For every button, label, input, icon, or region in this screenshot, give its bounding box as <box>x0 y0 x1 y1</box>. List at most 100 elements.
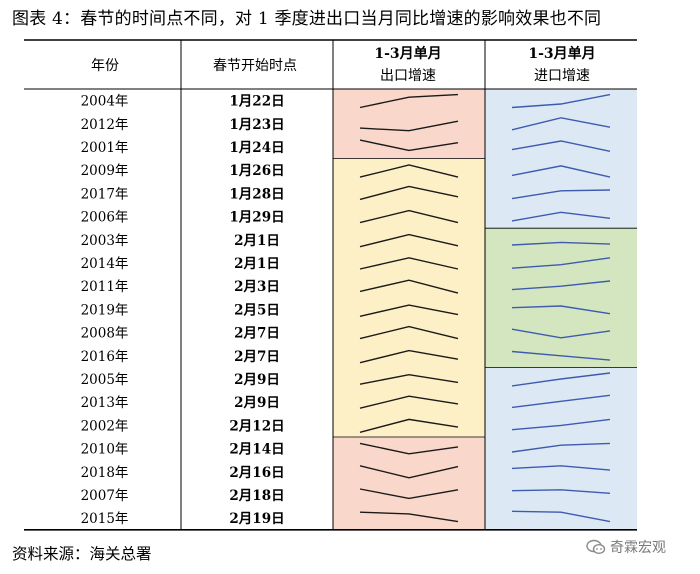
table-row: 2012年 1月23日 <box>81 117 285 133</box>
table-row: 2010年 2月14日 <box>81 442 285 458</box>
import-group-shade-2 <box>485 367 637 530</box>
export-sparkline-8 <box>359 279 459 294</box>
export-sparkline-9 <box>359 304 459 317</box>
row-year: 2006年 <box>81 210 129 226</box>
row-year: 2014年 <box>81 256 129 272</box>
import-sparkline-2 <box>511 140 611 152</box>
export-sparkline-1 <box>359 120 459 132</box>
row-year: 2016年 <box>81 349 129 365</box>
group-shading-layer <box>333 89 637 530</box>
row-date: 2月7日 <box>234 349 280 365</box>
header-date: 春节开始时点 <box>213 58 297 74</box>
export-group-shade-1 <box>333 158 485 437</box>
import-sparkline-12 <box>511 372 611 387</box>
table-row: 2006年 1月29日 <box>81 210 285 226</box>
table-row: 2003年 2月1日 <box>81 233 280 249</box>
table-row: 2005年 2月9日 <box>81 372 280 388</box>
export-sparkline-2 <box>359 139 459 152</box>
watermark: 奇霖宏观 <box>586 537 666 557</box>
table-row: 2011年 2月3日 <box>81 279 280 295</box>
row-date: 1月28日 <box>229 186 284 202</box>
import-sparkline-4 <box>511 189 611 200</box>
import-sparkline-3 <box>511 165 611 178</box>
import-sparkline-13 <box>511 394 611 409</box>
import-group-shade-0 <box>485 89 637 229</box>
row-year: 2010年 <box>81 442 129 458</box>
export-sparkline-17 <box>359 488 459 500</box>
row-date: 2月12日 <box>229 418 284 434</box>
import-sparkline-17 <box>511 489 611 494</box>
row-year: 2004年 <box>81 94 129 110</box>
import-sparkline-10 <box>511 328 611 339</box>
table-row: 2009年 1月26日 <box>81 163 285 179</box>
header-export-line2: 出口增速 <box>380 68 436 84</box>
import-sparkline-11 <box>511 350 611 361</box>
row-year: 2019年 <box>81 302 129 318</box>
import-sparkline-16 <box>511 465 611 471</box>
row-year: 2001年 <box>81 140 129 156</box>
row-year: 2008年 <box>81 326 129 342</box>
header-export-line1: 1-3月单月 <box>374 45 441 62</box>
import-sparkline-9 <box>511 305 611 315</box>
row-date: 2月3日 <box>234 279 280 295</box>
import-sparkline-5 <box>511 211 611 222</box>
import-group-shade-1 <box>485 228 637 368</box>
import-sparkline-6 <box>511 241 611 246</box>
row-year: 2002年 <box>81 418 129 434</box>
row-date: 2月14日 <box>229 442 284 458</box>
figure-title: 图表 4：春节的时间点不同，对 1 季度进出口当月同比增速的影响效果也不同 <box>12 9 602 29</box>
header-import-line1: 1-3月单月 <box>528 45 595 62</box>
import-sparkline-18 <box>511 510 611 523</box>
row-date: 2月18日 <box>229 488 284 504</box>
row-date: 1月24日 <box>229 140 284 156</box>
watermark-text: 奇霖宏观 <box>610 540 666 556</box>
export-sparkline-14 <box>359 418 459 433</box>
table-row: 2018年 2月16日 <box>81 465 285 481</box>
sparkline-layer <box>359 93 611 523</box>
table-row: 2015年 2月19日 <box>81 511 285 527</box>
row-date: 2月1日 <box>234 256 280 272</box>
table-row: 2017年 1月28日 <box>81 186 285 202</box>
row-date: 2月9日 <box>234 395 280 411</box>
row-year: 2009年 <box>81 163 129 179</box>
row-date: 2月16日 <box>229 465 284 481</box>
import-sparkline-14 <box>511 418 611 431</box>
table-body: 2004年 1月22日 2012年 1月23日 2001年 1月24日 2009年 1月26日… <box>81 94 285 528</box>
import-sparkline-15 <box>511 442 611 453</box>
import-sparkline-7 <box>511 257 611 269</box>
row-date: 2月7日 <box>234 326 280 342</box>
row-year: 2007年 <box>81 488 129 504</box>
row-year: 2013年 <box>81 395 129 411</box>
export-sparkline-11 <box>359 349 459 364</box>
import-sparkline-0 <box>511 93 611 109</box>
table-row: 2014年 2月1日 <box>81 256 280 272</box>
header-import-line2: 进口增速 <box>534 68 590 84</box>
export-group-shade-0 <box>333 89 485 159</box>
row-date: 1月23日 <box>229 117 284 133</box>
export-sparkline-16 <box>359 465 459 479</box>
export-sparkline-12 <box>359 373 459 385</box>
row-year: 2017年 <box>81 186 129 202</box>
row-year: 2003年 <box>81 233 129 249</box>
table-header: 年份 春节开始时点 1-3月单月 出口增速 1-3月单月 进口增速 <box>91 45 596 84</box>
row-year: 2005年 <box>81 372 129 388</box>
row-date: 2月5日 <box>234 302 280 318</box>
row-year: 2012年 <box>81 117 129 133</box>
table-row: 2008年 2月7日 <box>81 326 280 342</box>
export-sparkline-18 <box>359 511 459 523</box>
export-sparkline-7 <box>359 257 459 270</box>
chat-bubble-icon <box>586 539 606 555</box>
row-year: 2018年 <box>81 465 129 481</box>
row-year: 2011年 <box>81 279 129 295</box>
export-sparkline-0 <box>359 93 459 109</box>
row-year: 2015年 <box>81 511 129 527</box>
export-sparkline-5 <box>359 209 459 224</box>
row-date: 2月19日 <box>229 511 284 527</box>
table-row: 2004年 1月22日 <box>81 94 285 110</box>
export-group-shade-2 <box>333 437 485 530</box>
row-date: 2月1日 <box>234 233 280 249</box>
export-sparkline-10 <box>359 325 459 340</box>
table-row: 2016年 2月7日 <box>81 349 280 365</box>
import-sparkline-1 <box>511 117 611 131</box>
